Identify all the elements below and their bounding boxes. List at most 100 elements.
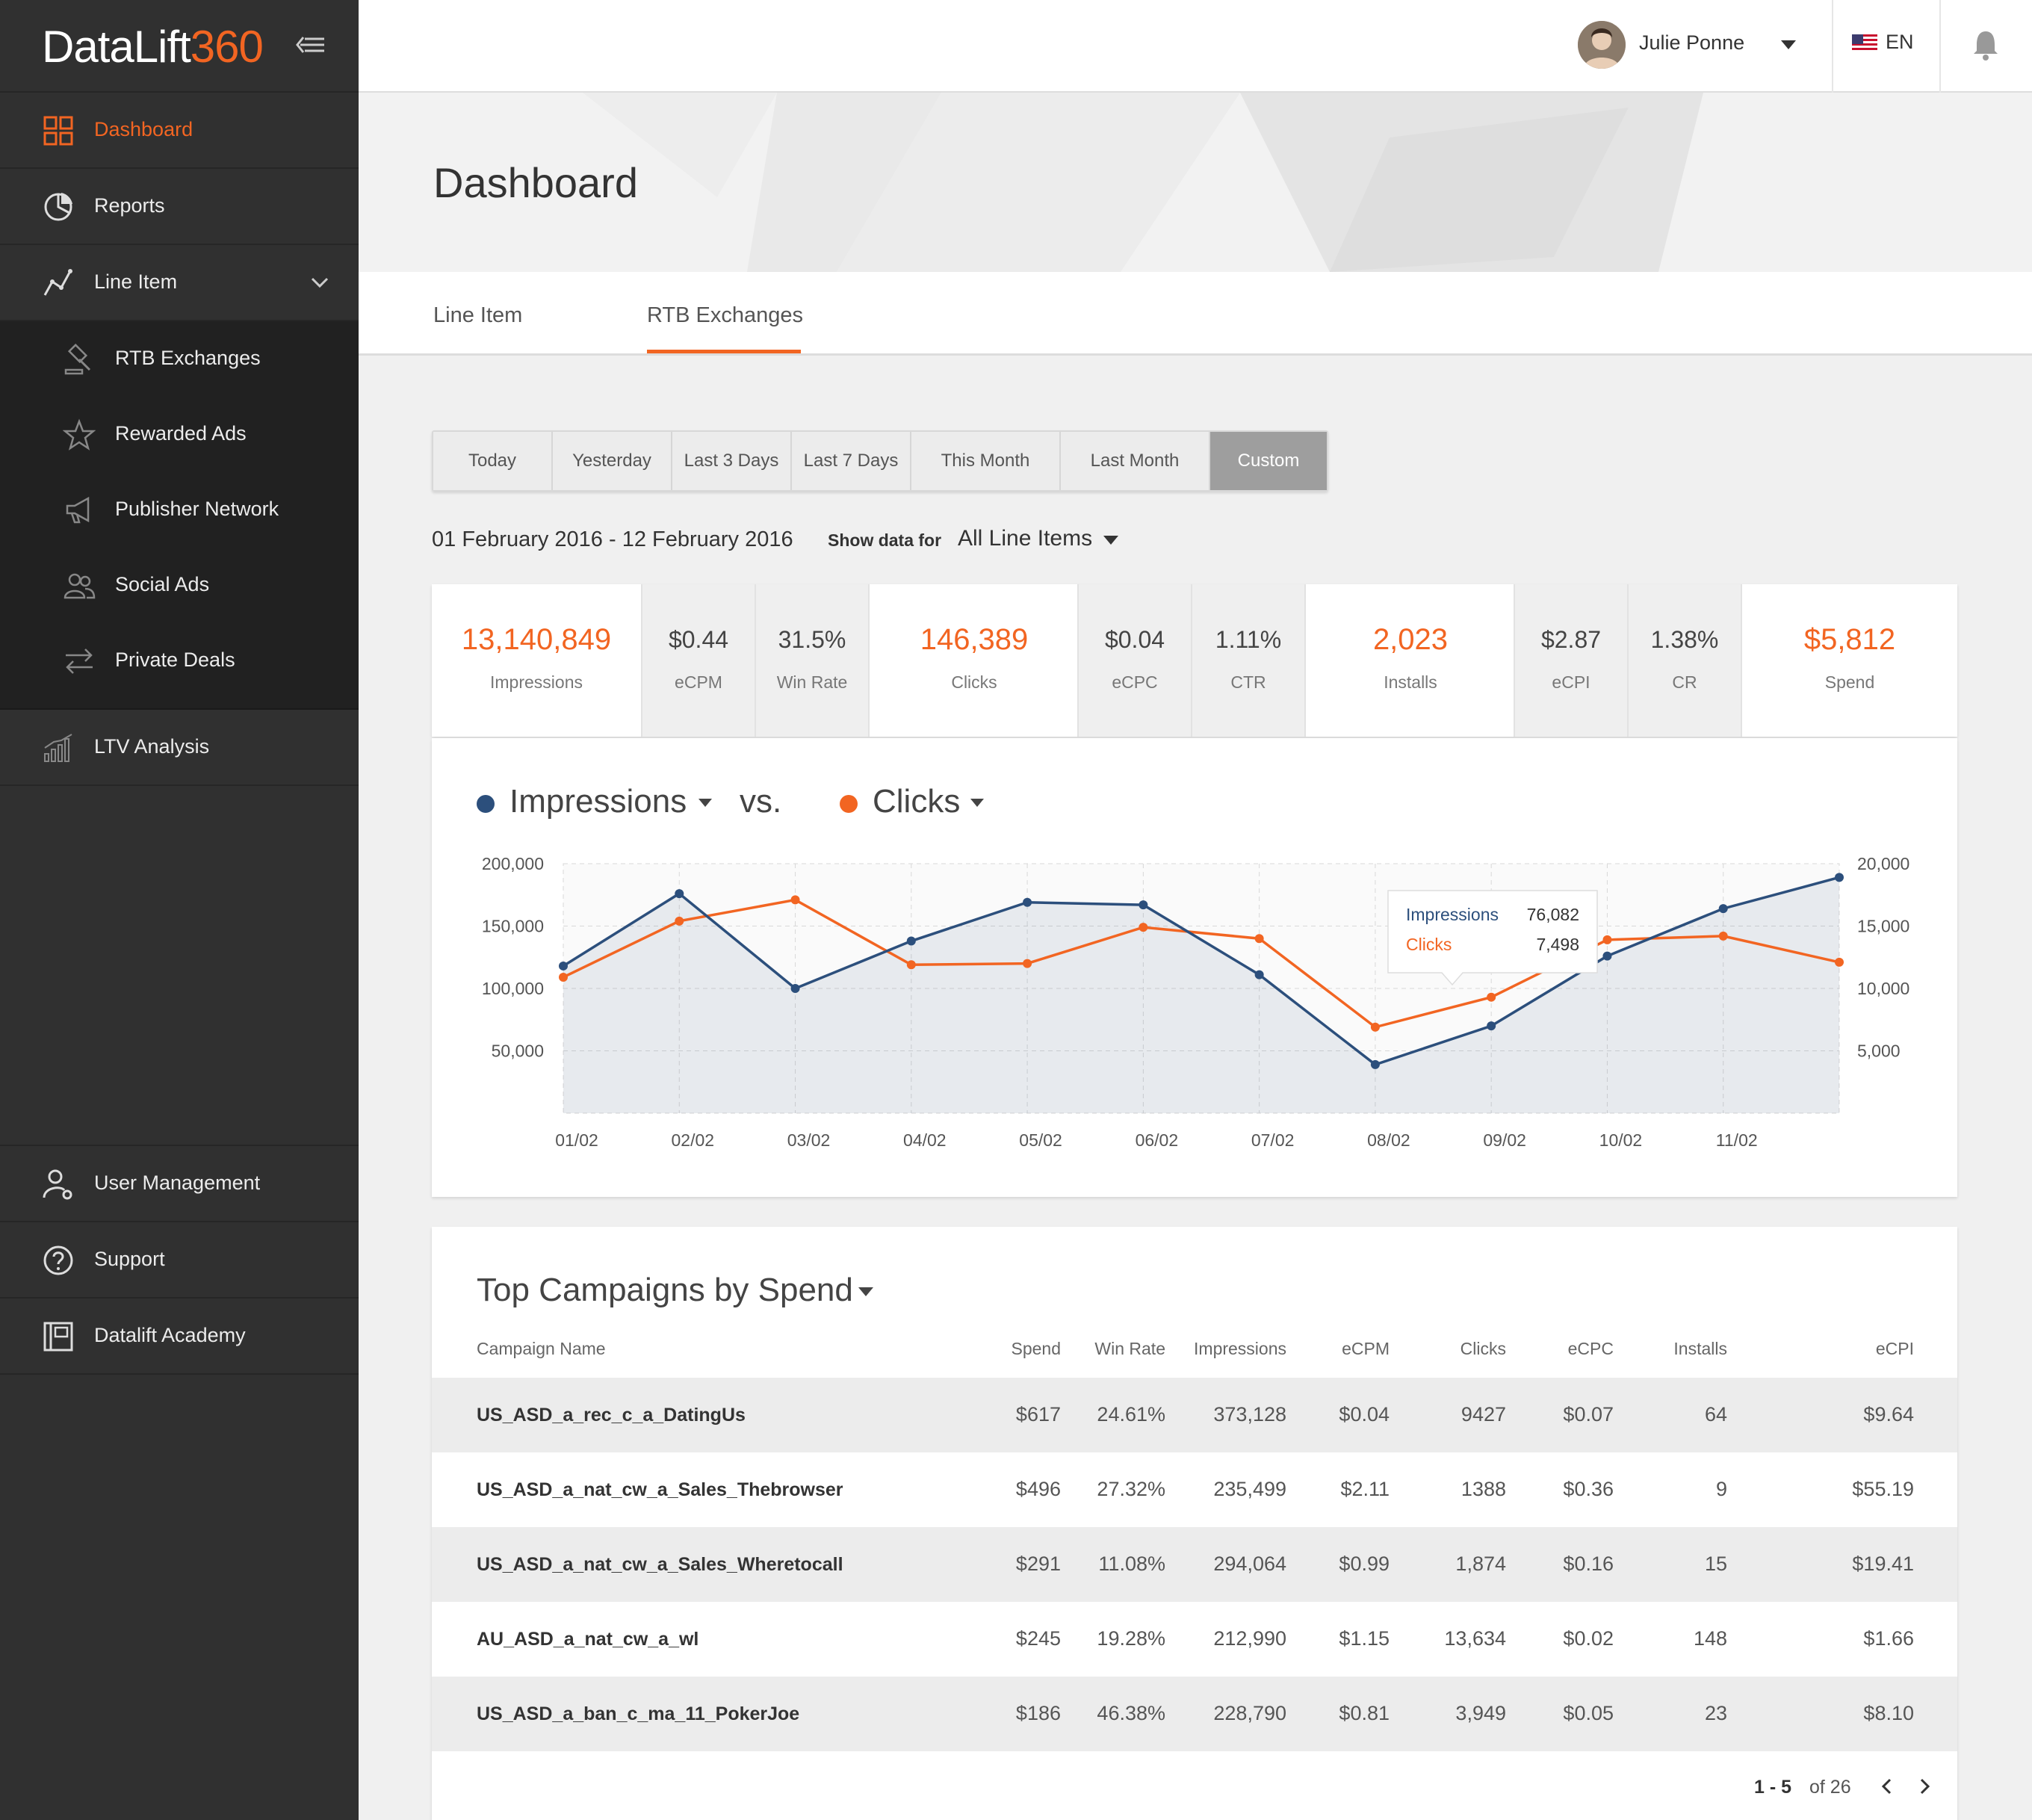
language-selector[interactable]: EN bbox=[1886, 31, 1914, 53]
impressions-series-line bbox=[563, 876, 1840, 1066]
stat-label: Win Rate bbox=[776, 672, 848, 692]
date-button-last-7-days[interactable]: Last 7 Days bbox=[792, 432, 911, 490]
sidebar-item-rewarded-ads[interactable]: Rewarded Ads bbox=[0, 397, 359, 472]
column-header[interactable]: Spend bbox=[1011, 1339, 1061, 1358]
sidebar-item-label: LTV Analysis bbox=[94, 735, 210, 758]
table-cell: $0.05 bbox=[1563, 1702, 1614, 1724]
impressions-point bbox=[906, 936, 916, 946]
x-tick-label: 07/02 bbox=[1251, 1130, 1295, 1150]
chevron-left-icon[interactable] bbox=[1877, 1775, 1898, 1798]
stat-label: Installs bbox=[1384, 672, 1437, 692]
sidebar-item-user-management[interactable]: User Management bbox=[0, 1146, 359, 1222]
date-button-yesterday[interactable]: Yesterday bbox=[553, 432, 672, 490]
y-right-tick-label: 10,000 bbox=[1857, 979, 1909, 998]
tab-rtb-exchanges[interactable]: RTB Exchanges bbox=[647, 303, 804, 327]
date-range-buttons: Today Yesterday Last 3 Days Last 7 Days … bbox=[432, 430, 1328, 492]
stat-value: 13,140,849 bbox=[461, 623, 612, 656]
column-header[interactable]: Campaign Name bbox=[477, 1339, 606, 1358]
sidebar-item-line-item[interactable]: Line Item bbox=[0, 245, 359, 321]
impressions-point bbox=[675, 889, 684, 899]
table-cell: 212,990 bbox=[1213, 1627, 1286, 1650]
avatar[interactable] bbox=[1578, 21, 1626, 69]
date-button-last-month[interactable]: Last Month bbox=[1061, 432, 1210, 490]
caret-down-icon[interactable] bbox=[698, 798, 713, 808]
clicks-point bbox=[1487, 992, 1496, 1002]
caret-down-icon[interactable] bbox=[1779, 39, 1797, 51]
sidebar-item-publisher-network[interactable]: Publisher Network bbox=[0, 472, 359, 548]
brand-logo[interactable]: DataLift360 bbox=[42, 21, 264, 72]
sidebar-item-rtb-exchanges[interactable]: RTB Exchanges bbox=[0, 321, 359, 397]
page-title: Dashboard bbox=[433, 159, 638, 206]
stat-value: $0.04 bbox=[1104, 626, 1165, 653]
line-item-filter-select[interactable]: All Line Items bbox=[958, 526, 1093, 551]
table-row[interactable]: US_ASD_a_ban_c_ma_11_PokerJoe $186 46.38% 2… bbox=[432, 1677, 1957, 1751]
bar-chart-icon bbox=[44, 734, 72, 762]
clicks-point bbox=[1835, 957, 1844, 967]
x-tick-label: 06/02 bbox=[1136, 1130, 1179, 1150]
column-header[interactable]: Win Rate bbox=[1094, 1339, 1165, 1358]
avatar-image bbox=[1578, 21, 1626, 69]
caret-down-icon[interactable] bbox=[1103, 535, 1119, 545]
tab-bar: Line Item RTB Exchanges bbox=[359, 272, 2032, 356]
collapse-menu-icon[interactable] bbox=[294, 31, 327, 58]
table-row[interactable]: US_ASD_a_nat_cw_a_Sales_Thebrowser $496 27… bbox=[432, 1452, 1957, 1527]
column-header[interactable]: Installs bbox=[1673, 1339, 1727, 1358]
date-button-last-3-days[interactable]: Last 3 Days bbox=[672, 432, 792, 490]
sidebar-item-private-deals[interactable]: Private Deals bbox=[0, 623, 359, 699]
tooltip-impressions-label: Impressions bbox=[1406, 905, 1499, 924]
column-header[interactable]: Impressions bbox=[1194, 1339, 1286, 1358]
table-row[interactable]: US_ASD_a_rec_c_a_DatingUs $617 24.61% 373,1… bbox=[432, 1378, 1957, 1452]
date-button-this-month[interactable]: This Month bbox=[911, 432, 1061, 490]
date-button-custom[interactable]: Custom bbox=[1210, 432, 1327, 490]
campaign-name-cell: US_ASD_a_ban_c_ma_11_PokerJoe bbox=[477, 1703, 800, 1724]
date-button-today[interactable]: Today bbox=[433, 432, 553, 490]
x-tick-label: 03/02 bbox=[787, 1130, 831, 1150]
sidebar-item-ltv-analysis[interactable]: LTV Analysis bbox=[0, 710, 359, 786]
clicks-point bbox=[906, 960, 916, 970]
sidebar-item-support[interactable]: Support bbox=[0, 1222, 359, 1299]
chevron-down-icon[interactable] bbox=[309, 272, 330, 293]
sidebar-item-social-ads[interactable]: Social Ads bbox=[0, 548, 359, 623]
impressions-point bbox=[1835, 873, 1844, 882]
tab-line-item[interactable]: Line Item bbox=[433, 303, 523, 327]
sidebar-item-reports[interactable]: Reports bbox=[0, 169, 359, 245]
column-header[interactable]: eCPI bbox=[1875, 1339, 1914, 1358]
sidebar-item-dashboard[interactable]: Dashboard bbox=[0, 93, 359, 169]
clicks-point bbox=[1602, 935, 1612, 944]
y-left-tick-label: 100,000 bbox=[482, 979, 544, 998]
table-row[interactable]: AU_ASD_a_nat_cw_a_wl $245 19.28% 212,990 $1.… bbox=[432, 1602, 1957, 1677]
bell-icon[interactable] bbox=[1972, 28, 1999, 61]
impressions-clicks-chart[interactable]: 200,000 150,000 100,000 50,000 20,000 15,000 1… bbox=[432, 738, 1957, 1197]
impressions-point bbox=[790, 984, 800, 993]
x-tick-label: 10/02 bbox=[1599, 1130, 1643, 1150]
sidebar-item-label: User Management bbox=[94, 1171, 261, 1194]
stat-label: eCPC bbox=[1112, 672, 1158, 692]
campaign-name-cell: US_ASD_a_nat_cw_a_Sales_Thebrowser bbox=[477, 1479, 843, 1500]
legend-vs-text: vs. bbox=[740, 783, 782, 820]
table-cell: $9.64 bbox=[1863, 1403, 1914, 1426]
impressions-point bbox=[1139, 900, 1148, 910]
sidebar-item-datalift-academy[interactable]: Datalift Academy bbox=[0, 1299, 359, 1375]
us-flag-icon bbox=[1852, 34, 1877, 52]
table-title[interactable]: Top Campaigns by Spend bbox=[477, 1272, 853, 1308]
stat-label: Clicks bbox=[951, 672, 997, 692]
table-cell: $55.19 bbox=[1852, 1478, 1914, 1500]
clicks-point bbox=[1254, 934, 1264, 944]
caret-down-icon[interactable] bbox=[970, 798, 985, 808]
primary-metric-select[interactable]: Impressions bbox=[509, 783, 687, 820]
secondary-metric-select[interactable]: Clicks bbox=[873, 783, 961, 820]
brand-logo-text: DataLift bbox=[42, 22, 191, 72]
table-cell: 15 bbox=[1704, 1553, 1727, 1575]
user-name[interactable]: Julie Ponne bbox=[1639, 31, 1745, 54]
chevron-right-icon[interactable] bbox=[1914, 1775, 1935, 1798]
impressions-legend-dot bbox=[477, 795, 495, 813]
sidebar-item-label: Reports bbox=[94, 194, 165, 217]
column-header[interactable]: Clicks bbox=[1460, 1339, 1506, 1358]
caret-down-icon[interactable] bbox=[858, 1287, 874, 1297]
tooltip-clicks-label: Clicks bbox=[1406, 935, 1452, 954]
column-header[interactable]: eCPC bbox=[1567, 1339, 1614, 1358]
column-header[interactable]: eCPM bbox=[1342, 1339, 1390, 1358]
stat-label: Spend bbox=[1824, 672, 1875, 692]
sidebar-item-label: Datalift Academy bbox=[94, 1324, 246, 1346]
table-row[interactable]: US_ASD_a_nat_cw_a_Sales_Wheretocall $291 1… bbox=[432, 1527, 1957, 1602]
